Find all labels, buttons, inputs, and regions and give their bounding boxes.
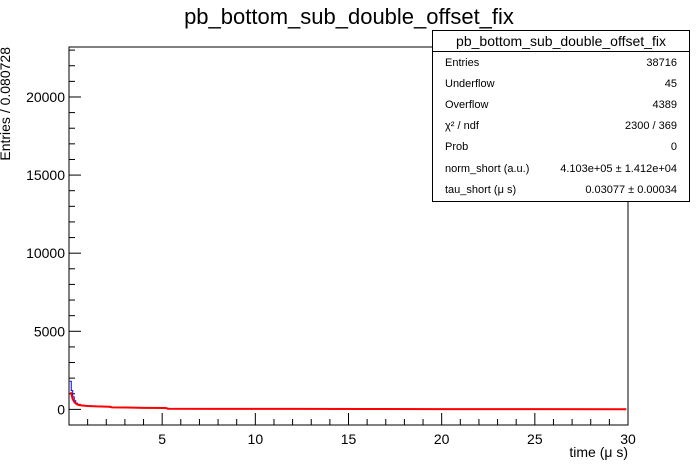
y-tick-label: 0 [57,401,65,417]
y-tick-label: 15000 [26,167,65,183]
y-tick-label: 5000 [34,323,65,339]
stats-label: norm_short (a.u.) [445,162,530,175]
stats-value: 0.03077 ± 0.00034 [585,183,677,196]
stats-row: Overflow 4389 [433,94,689,115]
x-tick-label: 5 [158,431,166,447]
stats-box: pb_bottom_sub_double_offset_fix Entries 3… [432,30,690,202]
stats-value: 45 [664,77,677,90]
x-tick-label: 10 [248,431,264,447]
stats-label: Prob [445,141,469,154]
x-tick-labels: 5 10 15 20 25 30 [158,431,636,447]
stats-row: norm_short (a.u.) 4.103e+05 ± 1.412e+04 [433,158,689,179]
stats-rows: Entries 38716 Underflow 45 Overflow 4389 χ² / … [433,52,689,200]
stats-label: χ² / ndf [445,120,479,133]
x-tick-label: 20 [434,431,450,447]
x-tick-label: 15 [341,431,357,447]
x-axis-label: time (μ s) [569,444,628,460]
stats-label: Overflow [445,98,489,111]
stats-row: Prob 0 [433,137,689,158]
stats-row: tau_short (μ s) 0.03077 ± 0.00034 [433,179,689,200]
axis-ticks [69,49,629,426]
stats-label: Underflow [445,77,495,90]
stats-label: tau_short (μ s) [445,183,517,196]
stats-value: 38716 [646,56,677,69]
y-tick-label: 10000 [26,245,65,261]
stats-value: 0 [670,141,677,154]
series-fit [69,391,627,411]
y-tick-labels: 0 5000 10000 15000 20000 [26,89,65,417]
y-tick-label: 20000 [26,89,65,105]
stats-row: χ² / ndf 2300 / 369 [433,116,689,137]
chart-title: pb_bottom_sub_double_offset_fix [184,4,514,29]
stats-value: 4.103e+05 ± 1.412e+04 [560,162,677,175]
x-tick-label: 30 [620,431,636,447]
series-histogram [69,380,627,410]
stats-value: 4389 [652,98,677,111]
stats-row: Underflow 45 [433,73,689,94]
plot-series [69,380,627,411]
stats-row: Entries 38716 [433,52,689,73]
x-tick-label: 25 [527,431,543,447]
stats-box-title: pb_bottom_sub_double_offset_fix [433,31,689,52]
stats-value: 2300 / 369 [625,120,677,133]
stats-label: Entries [445,56,480,69]
y-axis-label: Entries / 0.080728 [0,47,13,161]
